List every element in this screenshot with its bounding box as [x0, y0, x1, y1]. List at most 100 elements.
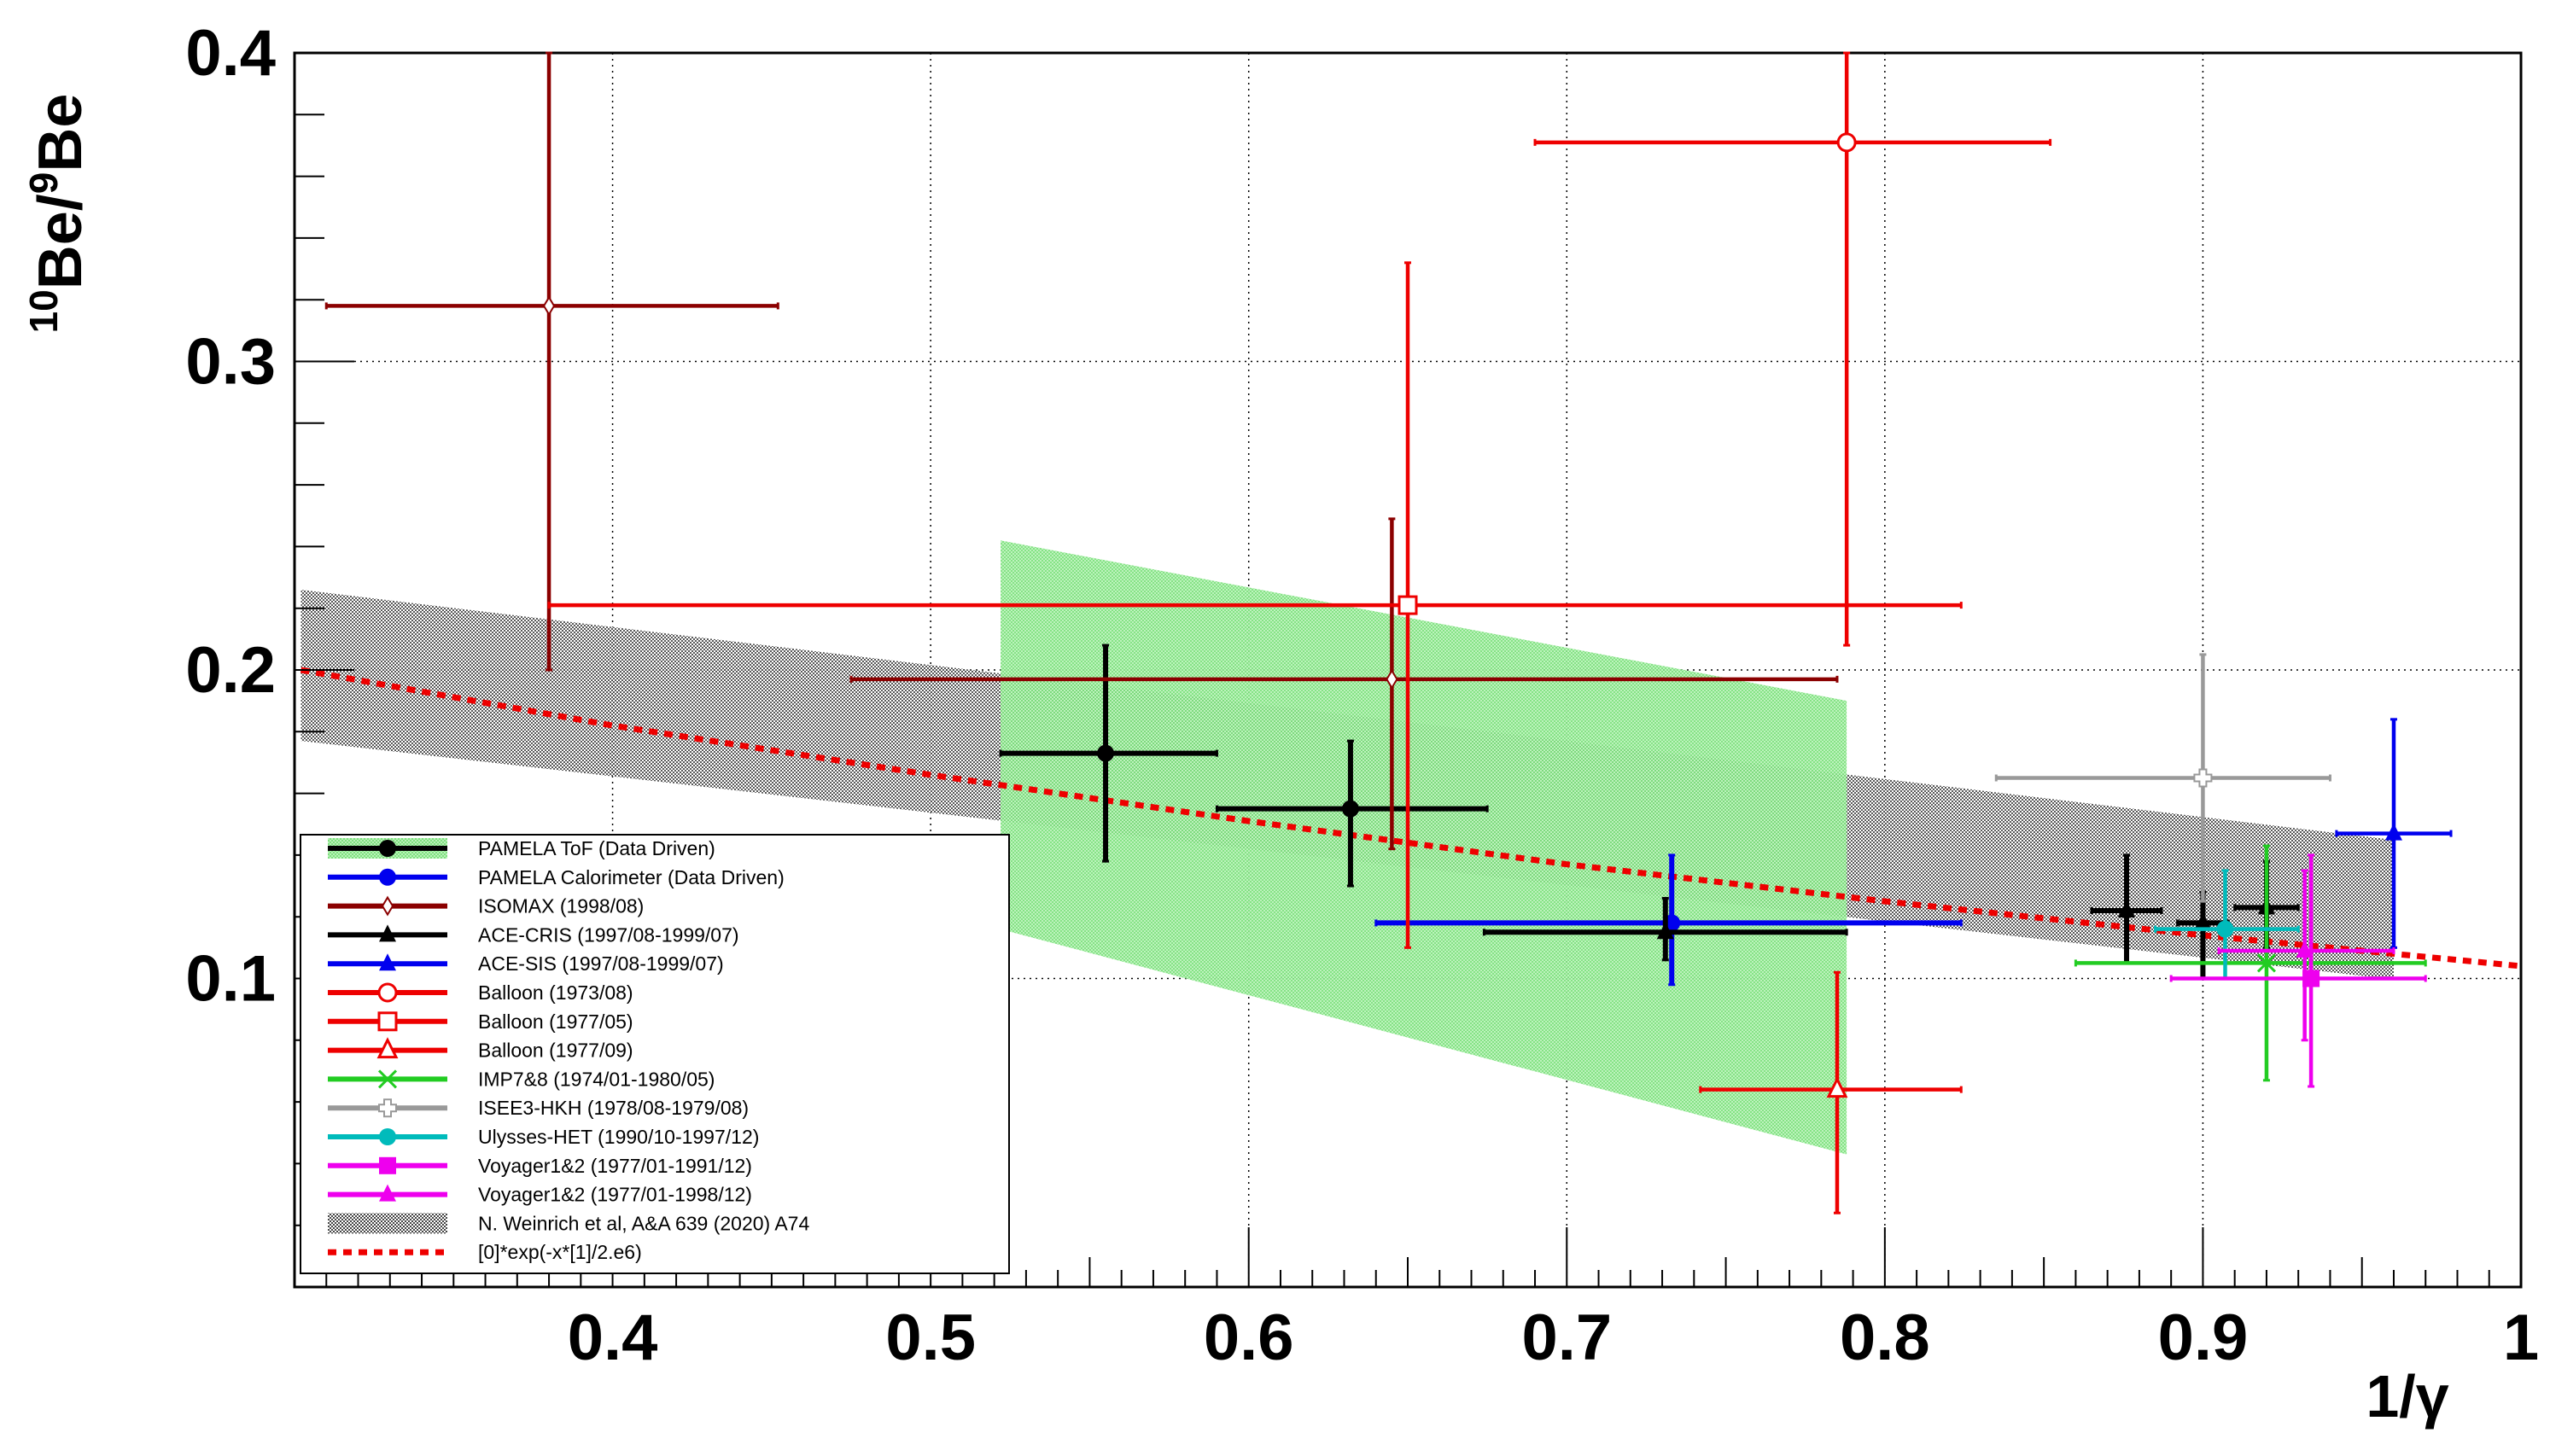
legend-item-11: Voyager1&2 (1977/01-1991/12): [328, 1155, 752, 1177]
x-tick-label-5: 0.9: [2158, 1302, 2249, 1374]
legend-item-1: PAMELA Calorimeter (Data Driven): [328, 866, 785, 888]
legend-item-5: Balloon (1973/08): [328, 981, 633, 1004]
series-10-point-0: [2154, 869, 2300, 980]
fit-curve-14: [300, 667, 2521, 970]
series-9-point-0: [1994, 653, 2331, 903]
legend-marker: [377, 1069, 398, 1089]
legend-item-9: ISEE3-HKH (1978/08-1979/08): [328, 1097, 749, 1119]
x-tick-label-2: 0.6: [1204, 1302, 1294, 1374]
y-tick-label-3: 0.4: [185, 17, 276, 90]
series-4-point-0: [2335, 718, 2453, 949]
x-tick-label-6: 1: [2503, 1302, 2539, 1374]
marker: [1341, 800, 1359, 818]
legend-label: Balloon (1973/08): [478, 981, 633, 1004]
series-1-point-0: [1374, 853, 1963, 987]
legend-item-7: Balloon (1977/09): [328, 1037, 633, 1062]
legend-label: IMP7&8 (1974/01-1980/05): [478, 1068, 715, 1090]
legend-marker: [379, 1184, 396, 1202]
marker: [2296, 940, 2314, 958]
series-0-point-0: [999, 644, 1218, 863]
legend-marker: [379, 1128, 396, 1145]
marker: [542, 295, 556, 317]
legend-item-14: [0]*exp(-x*[1]/2.e6): [328, 1241, 642, 1263]
y-axis-title-part2: Be: [26, 94, 95, 172]
legend-swatch: [328, 1213, 447, 1234]
x-tick-label-3: 0.7: [1521, 1302, 1612, 1374]
legend-marker: [379, 868, 396, 886]
legend-label: Ulysses-HET (1990/10-1997/12): [478, 1126, 759, 1148]
series-12-point-0: [2217, 869, 2395, 1042]
series-2-point-1: [849, 517, 1839, 851]
x-tick-label-1: 0.5: [885, 1302, 976, 1374]
legend-label: ACE-SIS (1997/08-1999/07): [478, 952, 724, 975]
legend-marker: [378, 1098, 397, 1118]
legend-label: Voyager1&2 (1977/01-1991/12): [478, 1155, 752, 1177]
data-points: [324, 51, 2453, 1214]
marker: [2194, 912, 2212, 930]
legend-marker: [381, 895, 394, 917]
legend: PAMELA ToF (Data Driven) PAMELA Calorimet…: [300, 834, 1010, 1274]
legend-marker: [377, 982, 398, 1003]
legend-marker: [377, 1011, 398, 1032]
y-axis-title-sup1: 10: [21, 289, 66, 333]
band-1: [1001, 540, 1847, 1155]
series-8-point-0: [2074, 844, 2427, 1082]
legend-marker: [379, 1156, 396, 1174]
series-11-point-0: [2169, 853, 2427, 1088]
legend-label: PAMELA Calorimeter (Data Driven): [478, 866, 785, 888]
marker: [2193, 768, 2213, 788]
x-axis-title: 1/γ: [2366, 1363, 2448, 1430]
y-tick-label-2: 0.3: [185, 326, 276, 399]
series-5-point-0: [1533, 51, 2052, 647]
legend-label: [0]*exp(-x*[1]/2.e6): [478, 1241, 642, 1263]
marker: [2118, 900, 2136, 917]
y-tick-label-0: 0.1: [185, 943, 276, 1016]
legend-item-0: PAMELA ToF (Data Driven): [328, 837, 715, 859]
legend-label: Balloon (1977/09): [478, 1040, 633, 1062]
series-0-point-1: [1215, 739, 1489, 888]
x-tick-label-0: 0.4: [568, 1302, 658, 1374]
marker: [2302, 970, 2320, 987]
series-6-point-0: [547, 261, 1963, 949]
legend-item-8: IMP7&8 (1974/01-1980/05): [328, 1068, 715, 1090]
y-axis-title-part1: Be/: [26, 194, 95, 289]
legend-label: Voyager1&2 (1977/01-1998/12): [478, 1184, 752, 1206]
y-tick-label-1: 0.2: [185, 634, 276, 707]
marker: [2384, 823, 2402, 841]
legend-box: [300, 834, 1010, 1274]
legend-label: ISOMAX (1998/08): [478, 895, 644, 917]
x-tick-label-4: 0.8: [1840, 1302, 1930, 1374]
legend-item-3: ACE-CRIS (1997/08-1999/07): [328, 923, 739, 946]
legend-item-4: ACE-SIS (1997/08-1999/07): [328, 952, 724, 975]
marker: [1836, 132, 1857, 153]
marker: [2256, 953, 2277, 973]
y-axis-title-sup2: 9: [21, 172, 66, 195]
legend-label: ACE-CRIS (1997/08-1999/07): [478, 923, 739, 946]
marker: [1398, 595, 1418, 615]
legend-marker: [376, 1037, 399, 1059]
marker: [1097, 744, 1115, 762]
series-2-point-0: [324, 51, 779, 672]
legend-item-13: N. Weinrich et al, A&A 639 (2020) A74: [328, 1212, 809, 1234]
legend-item-12: Voyager1&2 (1977/01-1998/12): [328, 1184, 752, 1206]
series-3-point-0: [1482, 897, 1848, 962]
legend-item-2: ISOMAX (1998/08): [328, 895, 644, 917]
bands: [301, 540, 2394, 1155]
series-7-point-0: [1699, 970, 1963, 1214]
fit-curves: [300, 667, 2521, 970]
marker: [2216, 920, 2234, 938]
legend-item-10: Ulysses-HET (1990/10-1997/12): [328, 1126, 759, 1148]
legend-label: ISEE3-HKH (1978/08-1979/08): [478, 1097, 749, 1119]
legend-item-6: Balloon (1977/05): [328, 1010, 633, 1033]
y-axis-title: 10Be/9Be: [21, 94, 95, 334]
axes: 0.4 0.5 0.6 0.7 0.8 0.9 1 0.1 0.2 0.3 0.4: [185, 17, 2539, 1374]
legend-label: N. Weinrich et al, A&A 639 (2020) A74: [478, 1212, 809, 1234]
marker: [1656, 922, 1674, 940]
marker: [1826, 1076, 1848, 1098]
legend-marker: [379, 953, 396, 971]
legend-label: Balloon (1977/05): [478, 1010, 633, 1033]
legend-marker: [379, 924, 396, 942]
marker: [1386, 668, 1398, 690]
legend-marker: [379, 840, 396, 857]
